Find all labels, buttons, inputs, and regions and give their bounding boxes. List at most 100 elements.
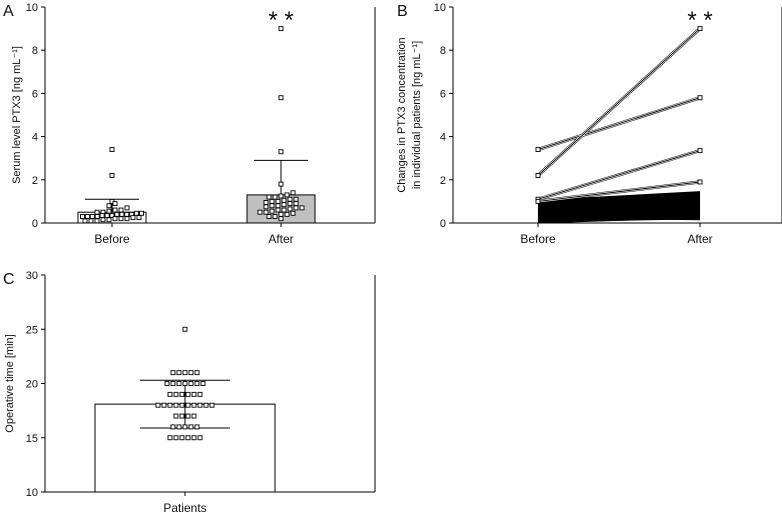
c-y-tick-label: 30 — [26, 270, 38, 282]
a-data-point — [104, 212, 110, 218]
c-data-point — [170, 424, 176, 430]
panel-a-letter: A — [3, 3, 14, 20]
a-data-point — [284, 192, 290, 198]
c-y-tick-label: 10 — [26, 487, 38, 499]
a-data-point — [124, 216, 130, 222]
a-data-point — [278, 181, 284, 187]
a-data-point — [293, 205, 299, 211]
b-data-point — [697, 179, 703, 185]
a-data-point — [278, 26, 284, 32]
c-data-point — [191, 435, 197, 441]
panel-b-chart: 0 2 4 6 8 10 Before After * * Changes in PTX3 con… — [396, 2, 782, 246]
a-y-tick-label: 6 — [32, 88, 38, 100]
b-data-point — [697, 26, 703, 32]
a-x-tick-label: After — [268, 232, 293, 246]
b-patient-line — [537, 97, 701, 150]
c-data-point — [167, 402, 173, 408]
c-data-point — [179, 391, 185, 397]
a-data-point — [109, 212, 115, 218]
a-data-point — [94, 214, 100, 219]
c-data-point — [167, 435, 173, 441]
c-data-point — [182, 370, 188, 376]
a-y-tick-label: 8 — [32, 45, 38, 57]
c-data-point — [194, 381, 200, 386]
c-x-tick-label: Patients — [163, 501, 206, 513]
b-y-tick-label: 10 — [434, 2, 446, 14]
a-data-point — [114, 211, 120, 217]
a-y-tick-label: 2 — [32, 175, 38, 187]
a-data-point — [281, 202, 287, 208]
c-data-point — [179, 402, 185, 408]
a-significance-mark: * * — [268, 7, 293, 34]
c-data-point — [197, 402, 203, 408]
c-data-point — [200, 381, 206, 386]
a-data-point — [112, 201, 118, 207]
a-data-point — [281, 197, 287, 203]
c-data-point — [194, 370, 200, 376]
a-data-point — [269, 208, 275, 214]
a-data-point — [89, 214, 95, 219]
panel-a-chart: 0 2 4 6 8 10 Before After * * Serum level PTX3 [n… — [11, 2, 376, 246]
a-data-point — [130, 215, 136, 221]
a-data-point — [99, 212, 105, 218]
panel-b-letter: B — [397, 3, 408, 20]
c-data-point — [191, 402, 197, 408]
a-y-axis-label: Serum level PTX3 [ng mL⁻¹] — [11, 46, 23, 184]
b-patient-line — [537, 216, 701, 223]
a-data-point — [124, 205, 130, 211]
a-data-point — [290, 210, 296, 216]
c-y-tick-label: 15 — [26, 433, 38, 445]
b-y-tick-label: 2 — [440, 175, 446, 187]
b-y-tick-label: 0 — [440, 218, 446, 230]
b-patient-line — [537, 181, 701, 202]
b-patient-line — [537, 28, 701, 176]
a-data-point — [284, 211, 290, 217]
b-y-tick-label: 8 — [440, 45, 446, 57]
c-data-point — [209, 402, 215, 408]
a-data-point — [275, 203, 281, 209]
a-data-point — [275, 207, 281, 213]
a-data-point — [269, 198, 275, 204]
c-data-point — [197, 391, 203, 397]
a-data-point — [287, 206, 293, 212]
a-data-point — [124, 211, 130, 217]
a-data-point — [278, 149, 284, 155]
c-data-point — [185, 402, 191, 408]
c-data-point — [179, 413, 185, 419]
b-data-point — [535, 198, 541, 204]
a-data-point — [94, 209, 100, 215]
a-data-point — [257, 209, 263, 215]
a-data-point — [299, 205, 305, 211]
a-data-point — [112, 207, 118, 213]
c-data-point — [167, 391, 173, 397]
b-data-point — [535, 173, 541, 178]
a-data-point — [109, 173, 115, 178]
c-data-point — [176, 381, 182, 386]
c-data-point — [170, 370, 176, 376]
a-data-point — [139, 210, 144, 216]
c-data-point — [188, 424, 194, 430]
a-data-point — [278, 216, 284, 222]
c-data-point — [179, 435, 185, 441]
b-x-tick-label: After — [687, 232, 712, 246]
a-data-point — [94, 218, 100, 224]
a-data-point — [88, 218, 94, 224]
c-data-point — [176, 424, 182, 430]
a-data-point — [84, 214, 90, 219]
c-data-point — [173, 391, 179, 397]
a-y-tick-label: 0 — [32, 218, 38, 230]
c-y-tick-label: 25 — [26, 324, 38, 336]
c-data-point — [182, 381, 188, 386]
a-data-point — [263, 204, 269, 210]
a-data-point — [272, 214, 278, 219]
c-data-point — [170, 381, 176, 386]
c-data-point — [182, 326, 188, 332]
a-data-point — [134, 210, 140, 216]
c-data-point — [191, 391, 197, 397]
b-y-tick-label: 4 — [440, 132, 446, 144]
c-data-point — [185, 391, 191, 397]
a-y-tick-label: 10 — [26, 2, 38, 14]
a-x-tick-label: Before — [94, 232, 130, 246]
c-data-point — [155, 402, 161, 408]
